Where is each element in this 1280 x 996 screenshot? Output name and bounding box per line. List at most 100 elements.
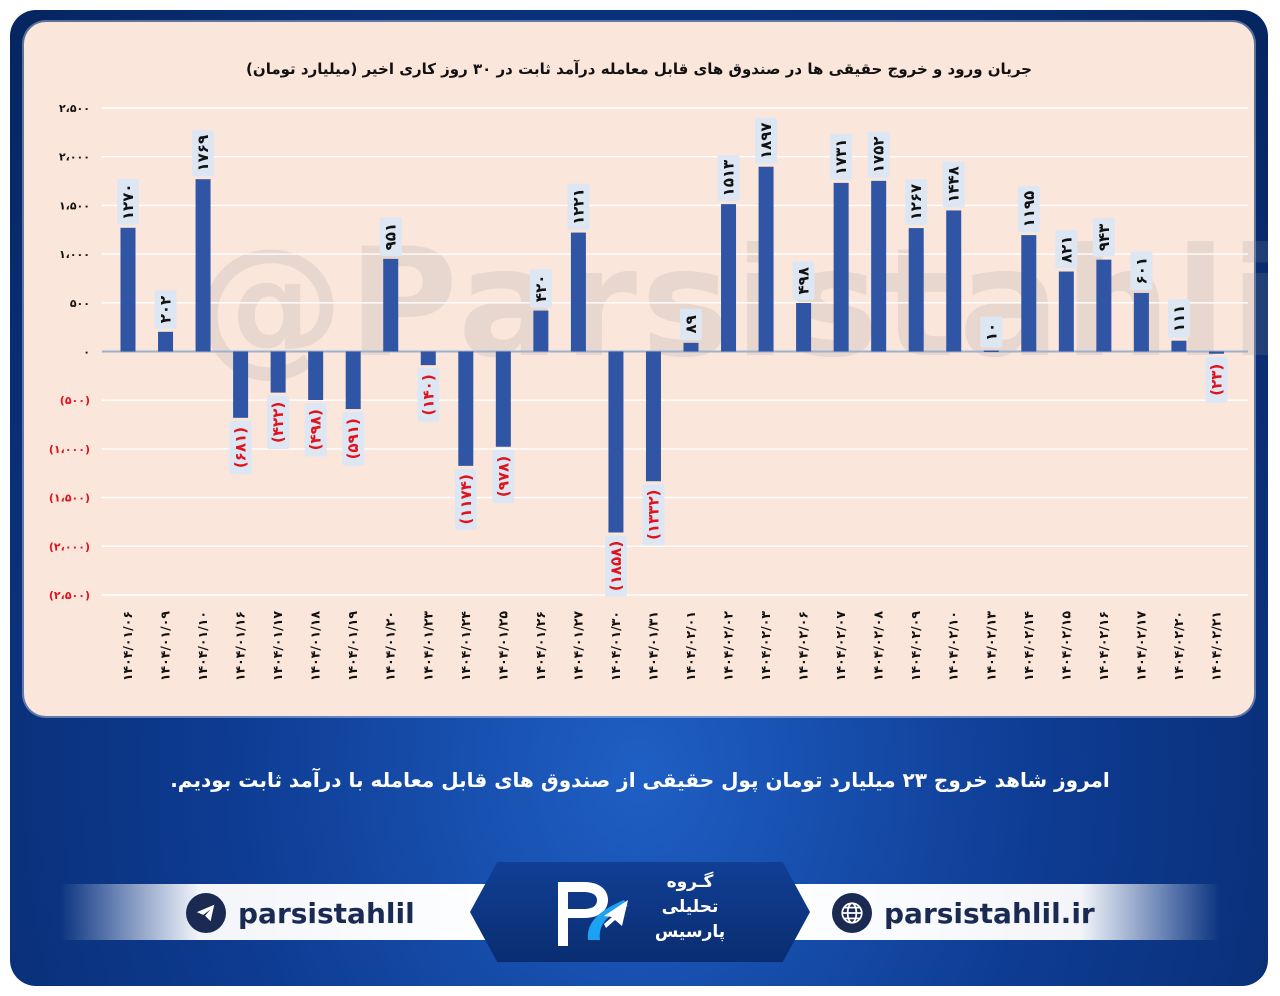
x-tick-label: ۱۴۰۴/۰۲/۱۳ bbox=[983, 611, 998, 682]
y-tick-label: (۲،۵۰۰) bbox=[49, 589, 90, 602]
value-label: (۱۱۷۴) bbox=[457, 474, 475, 524]
bar bbox=[833, 182, 849, 352]
value-label-box bbox=[905, 179, 928, 226]
value-label: ۱۷۳۱ bbox=[832, 139, 850, 176]
x-tick-label: ۱۴۰۴/۰۱/۳۱ bbox=[645, 611, 660, 681]
x-tick-label: ۱۴۰۴/۰۲/۰۷ bbox=[833, 611, 848, 682]
x-tick-label: ۱۴۰۴/۰۱/۱۸ bbox=[308, 611, 323, 682]
bar bbox=[1171, 340, 1187, 352]
value-label-box bbox=[154, 290, 177, 329]
bar bbox=[1096, 259, 1112, 352]
value-label-box bbox=[1205, 356, 1228, 403]
value-label: (۱۳۳۲) bbox=[644, 490, 662, 540]
y-tick-label: ۱،۰۰۰ bbox=[59, 248, 90, 261]
logo-text: گـروه تحلیلی پارسیس bbox=[640, 870, 740, 945]
bar bbox=[308, 351, 324, 401]
value-label: (۲۳) bbox=[1207, 364, 1225, 396]
y-tick-label: (۵۰۰) bbox=[60, 394, 90, 407]
value-label: ۸۹ bbox=[682, 315, 700, 333]
value-label-box bbox=[492, 449, 515, 504]
y-tick-label: (۱،۰۰۰) bbox=[49, 443, 90, 456]
x-tick-label: ۱۴۰۴/۰۲/۰۹ bbox=[908, 611, 923, 682]
bar bbox=[758, 166, 774, 352]
value-label: ۱۵۱۳ bbox=[720, 160, 738, 197]
bar bbox=[195, 179, 211, 352]
telegram-handle-text: parsistahlil bbox=[238, 896, 415, 930]
x-tick-label: ۱۴۰۴/۰۲/۰۶ bbox=[796, 611, 811, 681]
y-tick-label: ۱،۵۰۰ bbox=[59, 199, 90, 212]
bar bbox=[420, 351, 436, 366]
value-label: ۱۲۲۱ bbox=[569, 188, 587, 225]
telegram-icon bbox=[186, 893, 226, 933]
value-label: ۱۱۹۵ bbox=[1020, 191, 1038, 228]
value-label: ۱۴۴۸ bbox=[945, 166, 963, 203]
bar bbox=[533, 310, 549, 352]
bar bbox=[608, 351, 624, 533]
x-tick-label: ۱۴۰۴/۰۱/۰۹ bbox=[158, 611, 173, 682]
x-tick-label: ۱۴۰۴/۰۲/۱۴ bbox=[1021, 611, 1036, 682]
value-label-box bbox=[604, 535, 627, 597]
x-tick-label: ۱۴۰۴/۰۱/۳۰ bbox=[608, 611, 623, 681]
bar bbox=[495, 351, 511, 447]
bar bbox=[233, 351, 249, 418]
bar bbox=[1058, 271, 1074, 352]
value-label-box bbox=[680, 308, 702, 340]
x-tick-label: ۱۴۰۴/۰۱/۱۶ bbox=[233, 611, 248, 681]
bar-chart: ۲،۵۰۰ ۲،۰۰۰ ۱،۵۰۰ ۱،۰۰۰ ۵۰۰ ۰ (۵۰۰) (۱،۰۰۰) (۱،۵… bbox=[49, 102, 1248, 682]
value-label-box bbox=[755, 117, 778, 164]
value-label: ۱۱۱ bbox=[1170, 305, 1188, 332]
x-tick-label: ۱۴۰۴/۰۲/۱۵ bbox=[1058, 611, 1073, 682]
value-label: ۶۰۱ bbox=[1132, 257, 1150, 284]
value-label-box bbox=[192, 130, 215, 177]
value-label: ۴۲۰ bbox=[532, 275, 550, 302]
value-label-box bbox=[229, 420, 252, 475]
bar bbox=[721, 204, 737, 352]
bar bbox=[645, 351, 661, 482]
x-tick-label: ۱۴۰۴/۰۲/۲۱ bbox=[1208, 611, 1223, 681]
logo-line-1: گـروه bbox=[666, 872, 714, 892]
value-label-box bbox=[117, 178, 139, 225]
value-label-box bbox=[1130, 251, 1153, 290]
x-tick-label: ۱۴۰۴/۰۱/۲۶ bbox=[533, 611, 548, 681]
value-label: (۴۹۸) bbox=[307, 409, 325, 450]
bar bbox=[120, 227, 136, 352]
y-tick-label: ۲،۰۰۰ bbox=[59, 151, 90, 164]
value-label-box bbox=[642, 484, 665, 546]
parsis-logo-icon bbox=[558, 882, 628, 946]
value-label: ۱۰ bbox=[982, 323, 1000, 341]
y-tick-label: ۰ bbox=[83, 346, 90, 359]
value-label-box bbox=[867, 131, 890, 178]
value-label: ۴۹۸ bbox=[795, 267, 813, 294]
bar bbox=[908, 228, 924, 352]
value-label-box bbox=[1017, 186, 1040, 233]
x-tick-label: ۱۴۰۴/۰۱/۲۴ bbox=[458, 611, 473, 682]
bar bbox=[570, 232, 586, 352]
value-label: (۱۴۰) bbox=[419, 374, 437, 415]
value-label: (۴۲۲) bbox=[269, 402, 287, 443]
value-label-box bbox=[1167, 299, 1190, 338]
value-label-box bbox=[1055, 230, 1078, 269]
value-label-box bbox=[454, 468, 477, 530]
x-tick-label: ۱۴۰۴/۰۲/۱۷ bbox=[1133, 611, 1148, 682]
bar bbox=[1208, 351, 1224, 354]
website-link[interactable]: parsistahlil.ir bbox=[832, 892, 1095, 934]
value-label: ۲۰۲ bbox=[157, 296, 175, 323]
value-label: ۹۵۱ bbox=[382, 223, 400, 250]
value-label: (۱۸۵۸) bbox=[607, 541, 625, 591]
y-tick-label: ۵۰۰ bbox=[70, 297, 90, 310]
x-tick-label: ۱۴۰۴/۰۱/۲۰ bbox=[383, 611, 398, 681]
value-label: ۱۲۶۷ bbox=[907, 184, 925, 221]
value-label-box bbox=[980, 316, 1003, 348]
x-tick-label: ۱۴۰۴/۰۱/۲۵ bbox=[495, 611, 510, 682]
value-label-box bbox=[792, 261, 815, 300]
value-label: ۱۸۹۷ bbox=[757, 122, 775, 159]
bar bbox=[796, 302, 812, 352]
value-label-box bbox=[942, 161, 965, 208]
chart-panel: @Parsistahlil جریان ورود و خروج حقیقی ها… bbox=[24, 22, 1268, 716]
x-tick-label: ۱۴۰۴/۰۱/۱۹ bbox=[345, 611, 360, 682]
value-label-box bbox=[567, 183, 590, 230]
telegram-handle[interactable]: parsistahlil bbox=[186, 892, 415, 934]
value-label-box bbox=[717, 155, 740, 202]
value-label: ۱۲۷۰ bbox=[119, 183, 137, 220]
value-label-box bbox=[1092, 218, 1115, 257]
